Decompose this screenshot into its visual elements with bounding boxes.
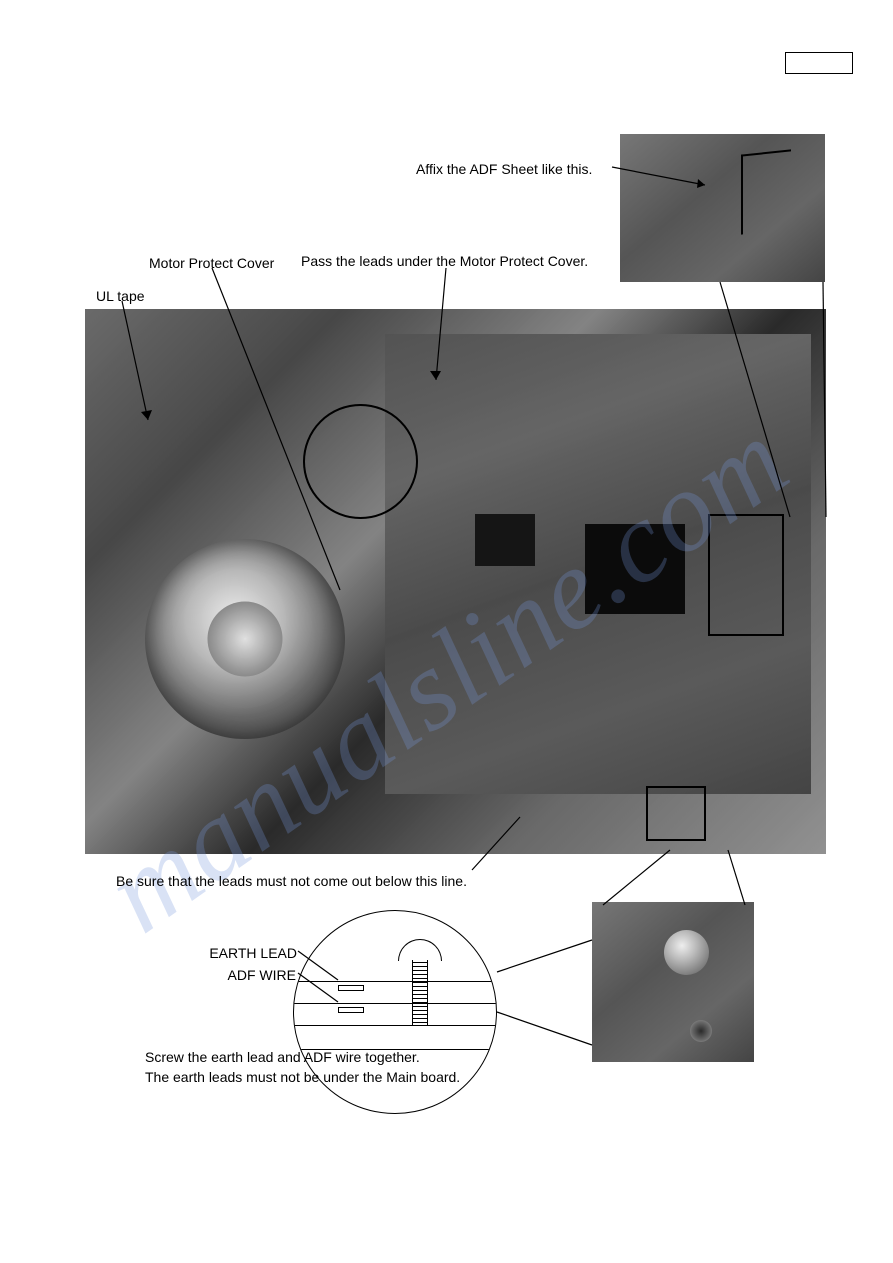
diagram-terminal-adf [338,1007,364,1013]
inset-photo-screw [592,902,754,1062]
page-number-box [785,52,853,74]
diagram-screw-head [398,939,442,961]
callout-circle-leads [303,404,418,519]
inset-photo-adf-sheet [620,134,825,282]
screw-head-icon [664,930,709,975]
diagram-terminal-earth [338,985,364,991]
label-pass-leads: Pass the leads under the Motor Protect C… [301,252,588,271]
label-screw-note-2: The earth leads must not be under the Ma… [145,1068,460,1087]
chip-small [475,514,535,566]
main-board-photo [85,309,826,854]
label-motor-cover: Motor Protect Cover [149,254,274,273]
diagram-line-earth [294,981,496,982]
diagram-line-adf [294,1025,496,1026]
callout-rect-screw [646,786,706,841]
label-ul-tape: UL tape [96,287,145,306]
label-adf-sheet: Affix the ADF Sheet like this. [416,160,592,179]
label-screw-note-1: Screw the earth lead and ADF wire togeth… [145,1048,420,1067]
chip-large [585,524,685,614]
callout-rect-adf-sheet [708,514,784,636]
diagram-screw-shaft [412,960,428,1026]
label-earth-lead: EARTH LEAD [207,944,297,963]
motor-region [145,539,345,739]
diagram-line-mid [294,1003,496,1004]
label-adf-wire: ADF WIRE [226,966,296,985]
label-below-line: Be sure that the leads must not come out… [116,872,467,891]
hole-icon [690,1020,712,1042]
adf-sheet-outline [741,149,791,234]
